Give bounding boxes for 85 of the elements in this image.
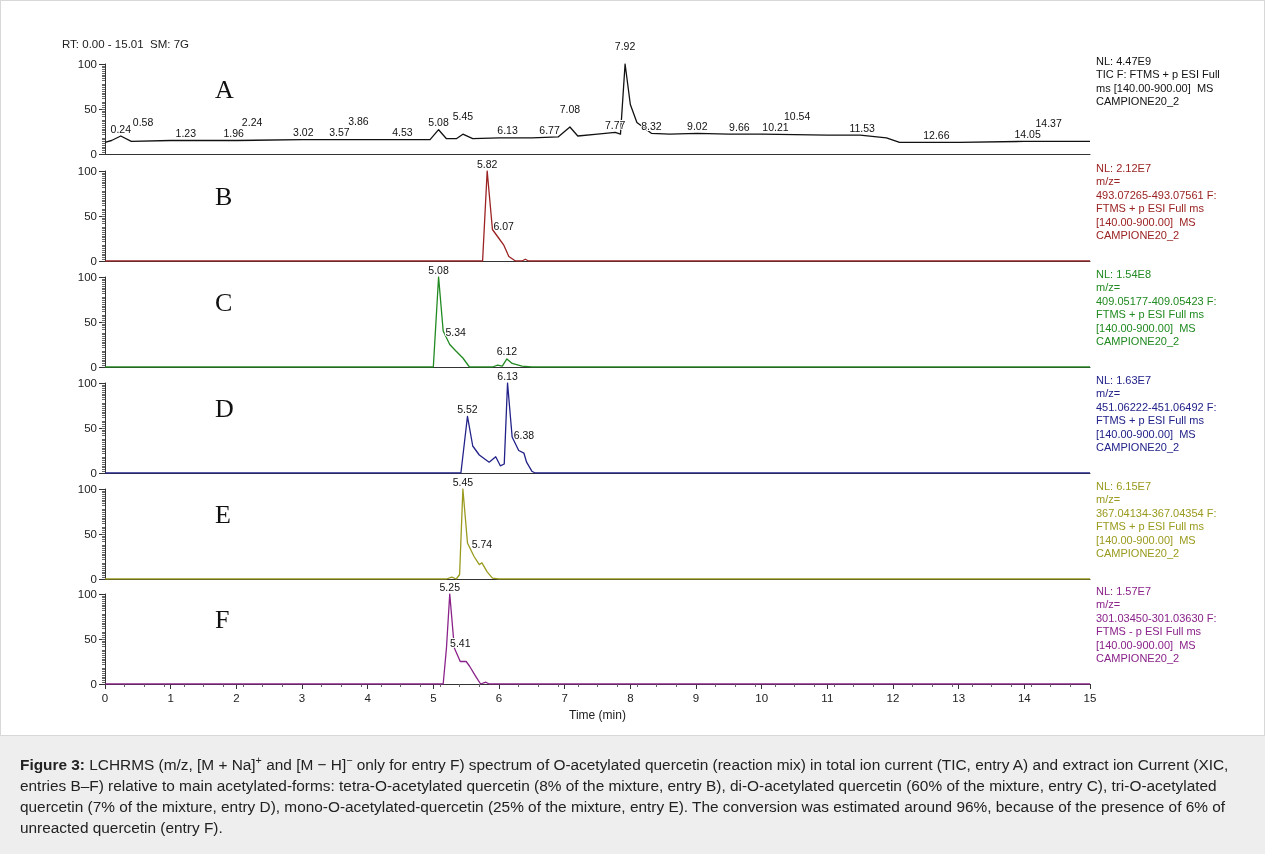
annotation: 5.45 — [452, 475, 474, 488]
x-tick-label: 1 — [167, 692, 174, 704]
annotation: 14.37 — [1035, 116, 1062, 129]
annotation: 0.58 — [132, 116, 154, 128]
y-tick-label: 50 — [84, 633, 97, 645]
y-tick-label: 0 — [90, 573, 97, 585]
y-tick-label: 0 — [90, 255, 97, 267]
annotation: 11.53 — [849, 121, 876, 134]
y-tick-label: 100 — [77, 58, 97, 70]
y-tick-label: 50 — [84, 103, 97, 115]
x-tick-label: 13 — [952, 692, 966, 704]
chart-title: C — [215, 287, 233, 317]
annotation: 6.77 — [539, 124, 560, 137]
annotation: 5.34 — [445, 326, 467, 339]
text: NL: 6.15E7 m/z= 367.04134-367.04354 F: FTMS + p ESI Full ms [140.00-900.00] MS CAMPIONE20_2 — [1096, 479, 1217, 560]
annotation: 6.13 — [497, 369, 518, 382]
y-tick-label: 100 — [77, 588, 97, 600]
x-tick-label: 10 — [755, 692, 769, 704]
annotation: 3.86 — [348, 115, 369, 128]
annotation: 5.82 — [476, 157, 498, 170]
x-tick-label: 15 — [1083, 692, 1097, 704]
annotation: 5.08 — [428, 263, 449, 276]
y-tick-label: 50 — [84, 528, 97, 540]
y-tick-label: 100 — [77, 377, 97, 389]
annotation: 6.07 — [493, 220, 514, 233]
text: Figure 3: LCHRMS (m/z, [M + Na]$^{+}$ and [M − H]$^{−}$ only for entry F) spectrum of O-acetylated quercetin (reaction mix) in total ion current (TIC, entry A) and extract ion Current (XIC, entries B–F) relative to main acetylated-forms: tetra-O-acetylated quercetin (8% of the mixture, entry B), di-O-acetylated quercetin (60% of the mixture, entry C), tri-O-acetylated quercetin (7% of the mixture, entry D), mono-O-acetylated-quercetin (25% of the mixture, entry E). The conversion was estimated around 96%, because of the presence of 6% of unreacted quercetin (entry F). — [20, 754, 1229, 837]
text: NL: 1.57E7 m/z= 301.03450-301.03630 F: FTMS - p ESI Full ms [140.00-900.00] MS CAMPIONE20_2 — [1096, 584, 1217, 665]
y-tick-label: 100 — [77, 271, 97, 283]
line-series — [104, 63, 1091, 143]
annotation: 10.54 — [783, 109, 811, 122]
chart-title: D — [215, 393, 234, 423]
x-tick-label: 2 — [233, 692, 240, 704]
x-tick-label: 11 — [821, 692, 834, 704]
annotation: 2.24 — [241, 116, 263, 128]
chart-title: F — [215, 604, 230, 634]
annotation: 4.53 — [392, 126, 413, 139]
annotation: 5.08 — [428, 116, 449, 129]
x-tick-label: 4 — [364, 692, 372, 704]
text: NL: 1.54E8 m/z= 409.05177-409.05423 F: FTMS + p ESI Full ms [140.00-900.00] MS CAMPIONE20_2 — [1096, 267, 1217, 348]
annotation: 3.02 — [293, 126, 314, 139]
y-tick-label: 0 — [90, 678, 97, 690]
annotation: 1.96 — [223, 127, 245, 139]
annotation: 14.05 — [1014, 127, 1041, 140]
y-tick-label: 100 — [77, 165, 97, 177]
y-tick-label: 50 — [84, 210, 97, 222]
annotation: 7.08 — [559, 102, 581, 115]
annotation: 6.38 — [513, 428, 535, 441]
y-tick-label: 0 — [90, 361, 97, 373]
text: NL: 1.63E7 m/z= 451.06222-451.06492 F: FTMS + p ESI Full ms [140.00-900.00] MS CAMPIONE20_2 — [1096, 373, 1217, 454]
x-axis-title: Time (min) — [569, 707, 626, 722]
x-tick-label: 8 — [627, 692, 634, 704]
chart-title: B — [215, 181, 233, 211]
annotation: 8.32 — [641, 119, 662, 132]
annotation: 7.92 — [614, 39, 636, 52]
y-tick-label: 100 — [77, 483, 97, 495]
x-tick-label: 9 — [692, 692, 700, 704]
chart-subtitle: RT: 0.00 - 15.01 SM: 7G — [62, 38, 190, 50]
annotation: 0.24 — [110, 122, 132, 135]
x-tick-label: 14 — [1017, 692, 1032, 704]
text: NL: 2.12E7 m/z= 493.07265-493.07561 F: FTMS + p ESI Full ms [140.00-900.00] MS CAMPIONE20_2 — [1096, 161, 1217, 242]
annotation: 5.74 — [471, 538, 493, 551]
x-tick-label: 7 — [561, 692, 568, 704]
annotation: 9.02 — [687, 119, 708, 132]
y-tick-label: 50 — [84, 316, 97, 328]
x-tick-label: 12 — [886, 692, 900, 704]
annotation: 10.21 — [762, 120, 789, 133]
annotation: 3.57 — [329, 126, 350, 139]
y-tick-label: 0 — [90, 467, 97, 479]
annotation: 6.13 — [497, 124, 518, 137]
text: NL: 4.47E9 TIC F: FTMS + p ESI Full ms [140.00-900.00] MS CAMPIONE20_2 — [1096, 54, 1220, 108]
annotation: 5.52 — [457, 402, 478, 415]
y-tick-label: 50 — [84, 422, 97, 434]
annotation: 5.45 — [452, 109, 474, 122]
x-tick-label: 3 — [298, 692, 306, 704]
x-tick-label: 0 — [101, 692, 109, 704]
x-tick-label: 6 — [495, 692, 503, 704]
annotation: 1.23 — [175, 127, 197, 139]
x-tick-label: 5 — [430, 692, 437, 704]
annotation: 9.66 — [729, 120, 750, 133]
annotation: 5.25 — [439, 580, 461, 593]
annotation: 12.66 — [923, 128, 950, 141]
y-tick-label: 0 — [90, 148, 97, 160]
chart-title: A — [215, 74, 234, 104]
annotation: 6.12 — [496, 345, 518, 358]
chart-title: E — [215, 499, 231, 529]
